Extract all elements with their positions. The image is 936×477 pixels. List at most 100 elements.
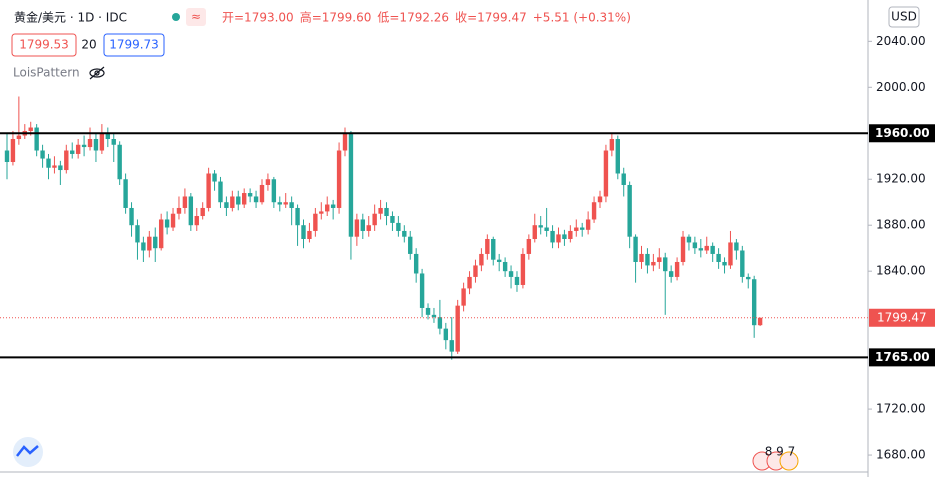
candle-body [93,139,99,151]
candle-body [4,150,10,162]
candle-body [230,196,235,208]
candle-body [182,196,188,208]
candle-body [734,242,739,251]
candle-body [384,207,389,217]
candle-body [627,184,632,237]
candle-body [348,133,354,237]
candle-body [99,133,105,151]
candle-body [271,179,277,203]
candle-body [123,179,128,208]
status-dot [172,13,180,21]
candle-body [716,253,721,262]
candle-body [236,196,241,205]
candle-body [520,253,526,285]
candle-body [491,239,496,260]
ohlc-value: 低=1792.26 [377,11,449,25]
candle-body [342,133,348,151]
candle-body [265,179,271,185]
candle-body [206,173,211,208]
candle-body [70,150,75,154]
candle-body [242,193,247,205]
candle-body [657,257,662,262]
candle-body [645,253,650,266]
candle-body [176,207,182,214]
logo[interactable] [13,437,43,467]
candle-body [16,135,22,140]
candle-body [562,234,567,239]
candle-body [526,239,532,254]
currency-button[interactable] [888,6,920,28]
candle-body [544,227,549,231]
quote-box[interactable] [103,33,165,57]
candle-body [212,173,217,182]
candle-body [686,236,692,243]
y-tick-label: 2040.00 [876,34,926,48]
eye-icon[interactable] [89,66,105,80]
candle-body [396,222,401,231]
candle-body [301,225,306,239]
candle-body [295,207,300,226]
candle-body [663,257,668,272]
hline-label-box [869,124,935,143]
ohlc-value: 收=1799.47 [455,11,527,25]
candle-body [508,271,514,277]
candle-body [46,158,51,168]
ohlc-value: 开=1793.00 [222,11,294,25]
candle-body [87,139,93,148]
candle-body [378,207,383,214]
quote-value: 1799.53 [19,38,69,52]
candle-body [330,204,336,208]
candle-body [449,340,454,352]
candle-body [680,236,686,262]
candle-body [319,211,324,214]
candle-body [740,250,745,277]
quote-value: 20 [81,38,96,52]
candle-body [692,242,698,249]
chart-title: 黄金/美元 · 1D · IDC [14,10,127,25]
candle-body [574,227,579,231]
candle-body [360,219,365,231]
candle-body [674,261,680,277]
y-tick-label: 1840.00 [876,264,926,278]
y-tick-label: 1720.00 [876,402,926,416]
y-tick-label: 2000.00 [876,80,926,94]
quote-value: 1799.73 [109,38,159,52]
candle-body [372,213,377,226]
candle-body [746,276,751,280]
candle-body [467,276,472,289]
candle-body [419,273,425,308]
candle-body [141,242,146,251]
event-badge: 8 9 7 [752,445,799,471]
candle-body [757,317,763,326]
candle-body [188,196,194,226]
candle-body [135,225,140,243]
candle-body [751,279,757,326]
candle-body [485,239,490,254]
candle-body [58,165,63,171]
candle-body [615,139,620,174]
candle-body [52,165,57,168]
candle-body [413,253,419,274]
candle-body [502,261,508,272]
status-badge [186,8,206,26]
candle-body [603,150,609,197]
candle-body [639,253,644,262]
candle-body [461,288,466,306]
candle-body [259,184,265,203]
candle-body [585,219,591,230]
candle-body [129,207,134,226]
candle-body [40,150,45,159]
candle-body [704,245,709,251]
quote-box[interactable] [11,33,77,57]
candle-body [609,139,615,151]
candle-body [722,261,727,266]
status-icon: ≈ [191,10,201,24]
hline-label-box [869,348,935,367]
hline-label: 1765.00 [875,350,930,364]
quote-boxes: 1799.53 20 1799.73 [11,33,165,57]
candle-body [153,236,158,249]
candle-body [194,216,199,226]
y-tick-label: 1920.00 [876,172,926,186]
